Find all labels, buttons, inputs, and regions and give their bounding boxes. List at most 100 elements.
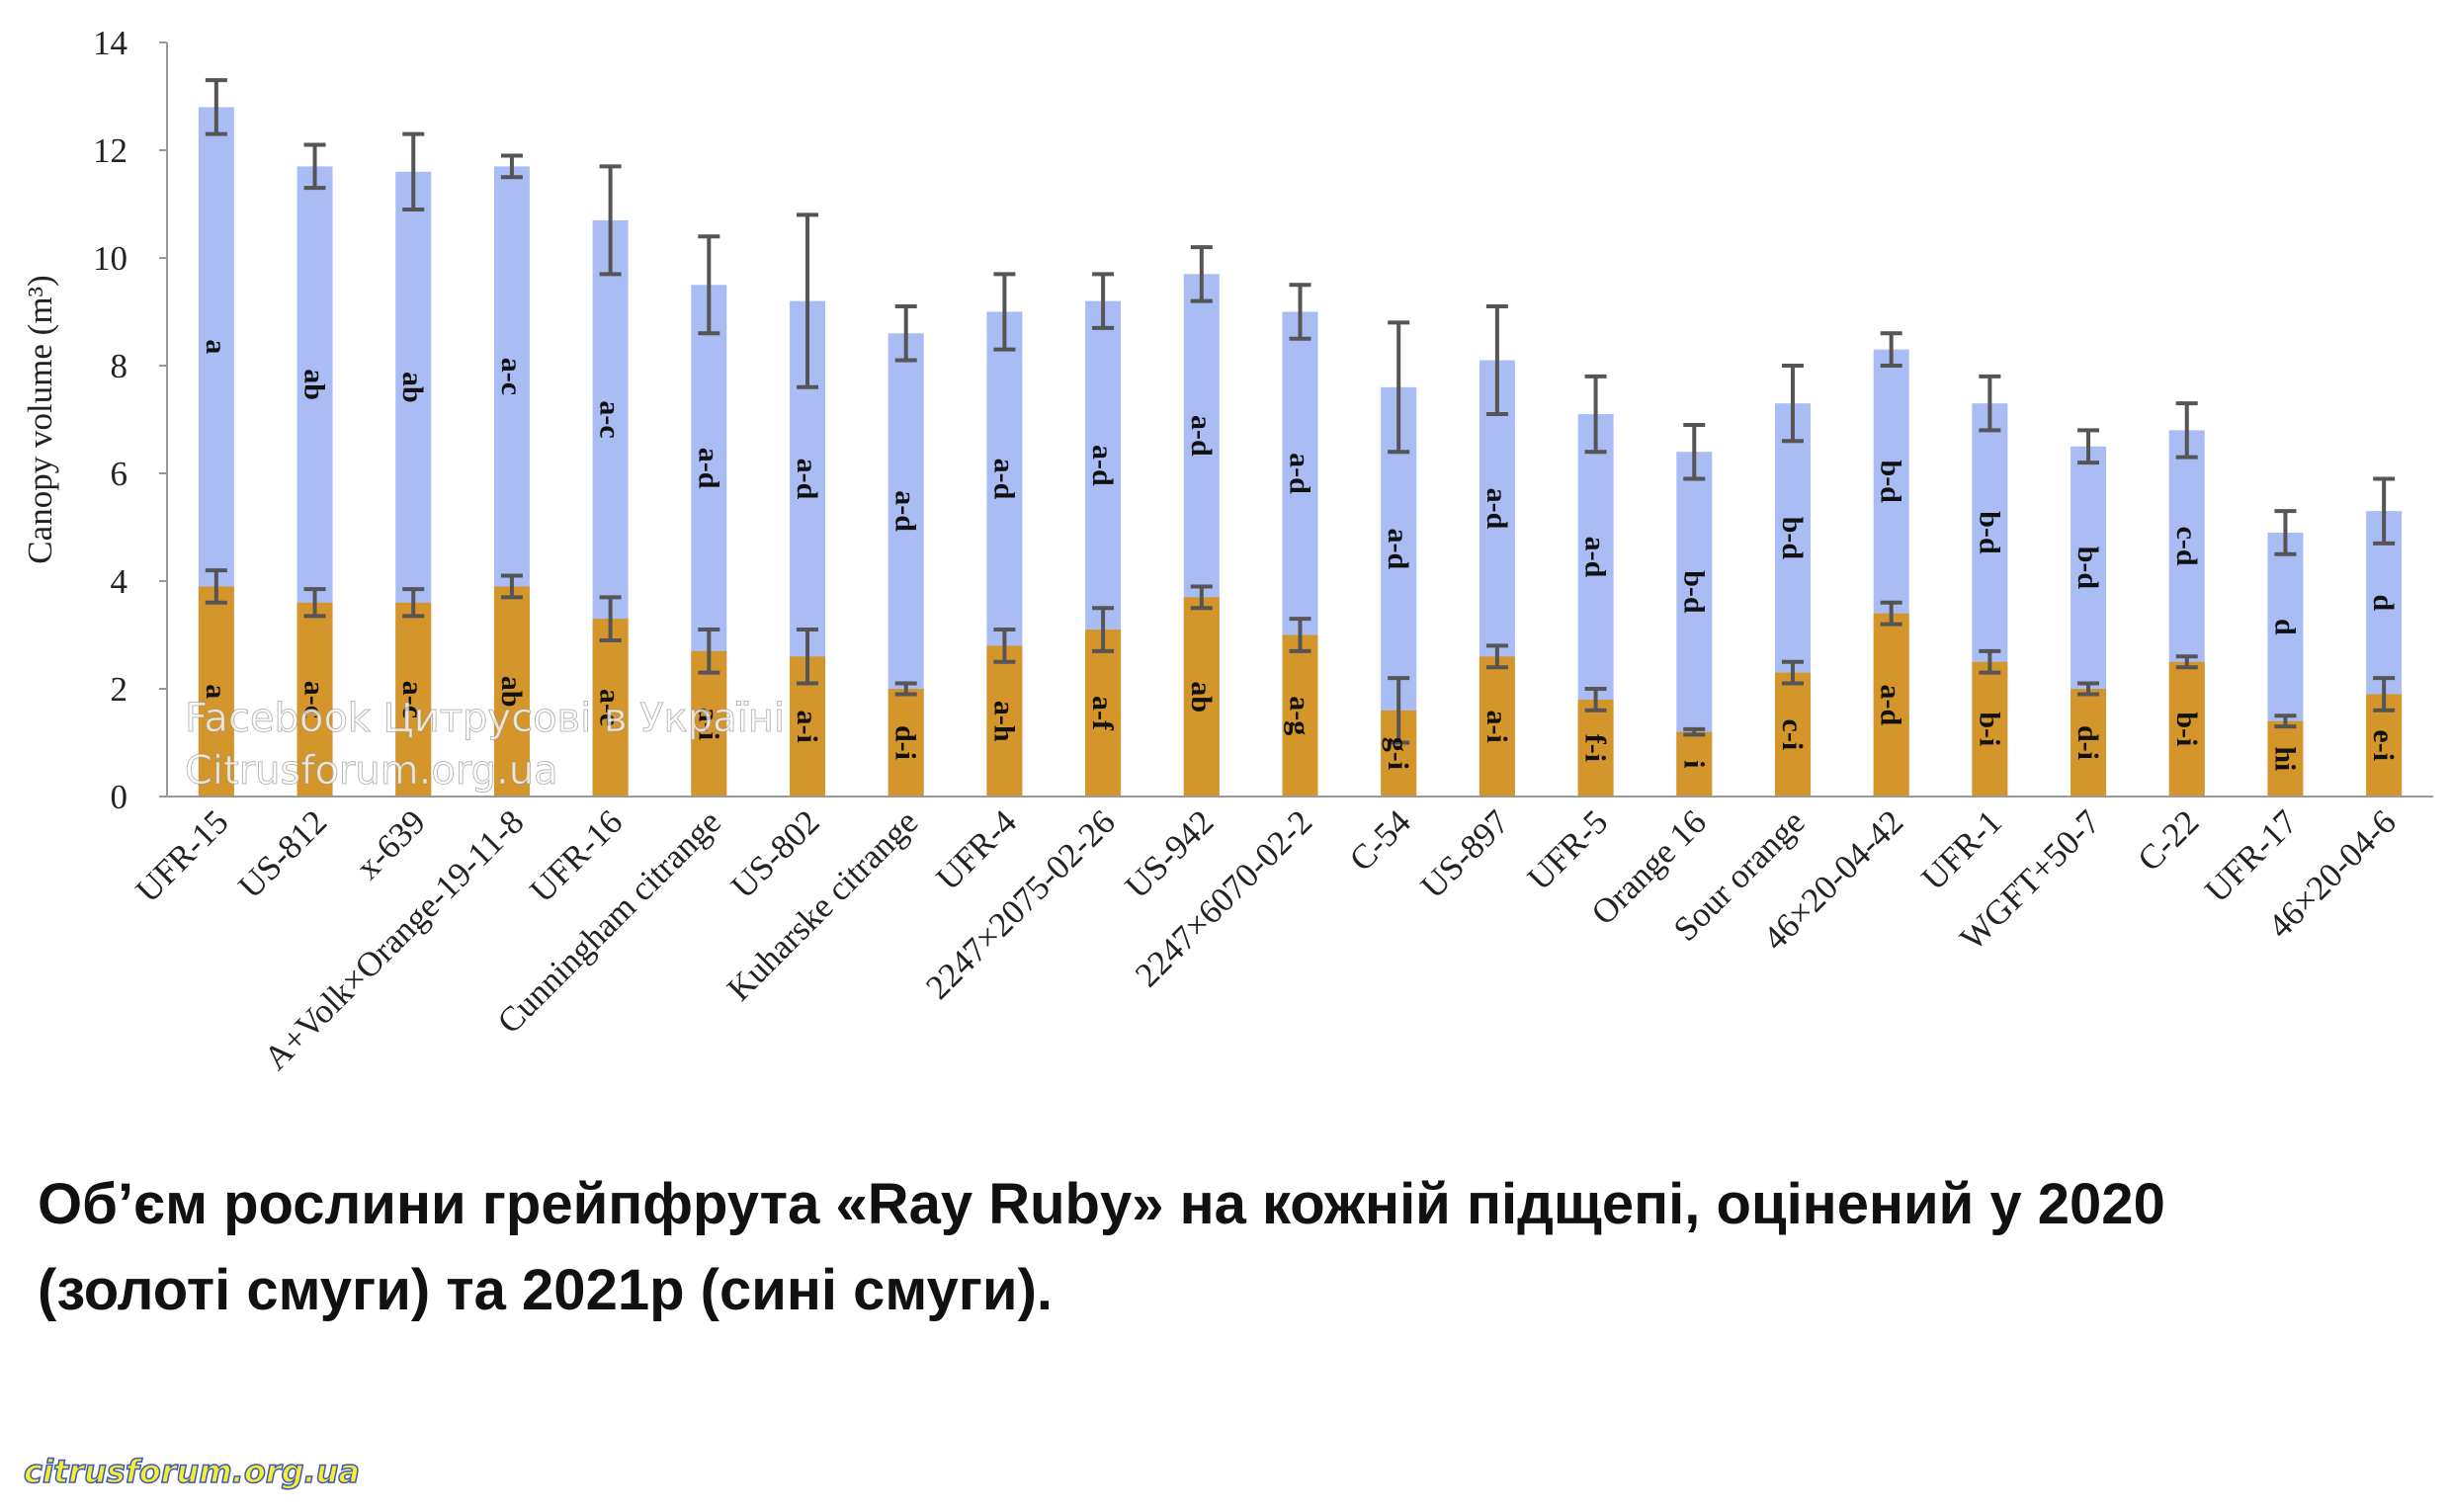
error-bar <box>1190 245 1213 303</box>
significance-letter: g-i <box>1382 737 1414 770</box>
significance-letter: a-d <box>1086 445 1119 486</box>
caption-line: Об’єм рослини грейпфрута «Ray Ruby» на к… <box>38 1172 2165 1236</box>
y-axis-title: Canopy volume (m³) <box>21 275 59 563</box>
significance-letter: hi <box>2268 746 2301 771</box>
significance-letter: a-h <box>987 701 1020 742</box>
significance-letter: d-i <box>2071 725 2104 760</box>
caption-line: (золоті смуги) та 2021р (сині смуги). <box>38 1258 1053 1322</box>
bar <box>986 645 1023 797</box>
significance-letter: a-c <box>594 400 627 438</box>
watermark: Citrusforum.org.ua <box>185 748 558 794</box>
error-bar <box>1190 584 1213 611</box>
bar <box>1478 656 1515 797</box>
error-bar <box>2274 509 2297 556</box>
significance-letter: a <box>200 684 232 699</box>
error-bar <box>500 153 523 180</box>
significance-letter: a-d <box>1382 528 1414 569</box>
error-bar <box>205 568 227 605</box>
significance-letter: a-d <box>791 459 823 500</box>
bar <box>1577 699 1614 797</box>
significance-letter: a-d <box>1480 488 1513 530</box>
error-bar <box>1485 643 1508 670</box>
bar <box>296 602 333 797</box>
bar <box>198 586 234 797</box>
error-bar <box>1388 676 1410 745</box>
error-bar <box>1485 304 1508 417</box>
x-tick-label: US-897 <box>1413 802 1517 906</box>
significance-letter: a-e <box>594 689 627 726</box>
bar <box>887 689 924 797</box>
bar <box>592 619 629 797</box>
error-bar <box>797 628 819 686</box>
bar <box>1183 597 1220 797</box>
bar <box>1873 613 1909 797</box>
significance-letter: b-d <box>2071 546 2104 590</box>
y-tick-label: 2 <box>111 670 128 709</box>
bar <box>2267 720 2304 797</box>
bar <box>2168 661 2205 797</box>
significance-letter: a-g <box>1284 696 1316 735</box>
significance-letter: a-f <box>1086 696 1119 731</box>
significance-letter: d <box>2268 619 2301 635</box>
error-bar <box>1683 726 1706 737</box>
bar <box>1085 630 1122 797</box>
error-bar <box>2077 681 2100 697</box>
error-bar <box>993 628 1016 664</box>
significance-letter: a-c <box>298 681 331 718</box>
significance-letter: f-i <box>1579 734 1612 762</box>
significance-letter: d-i <box>889 725 922 760</box>
error-bar <box>402 587 425 619</box>
error-bar <box>1092 272 1115 330</box>
significance-letter: a-i <box>692 708 724 740</box>
error-bar <box>894 681 917 697</box>
error-bar <box>1880 600 1902 627</box>
error-bar <box>797 212 819 389</box>
significance-letter: a-d <box>1284 453 1316 494</box>
bar <box>395 602 432 797</box>
significance-letter: b-d <box>1973 511 2005 554</box>
error-bar <box>993 272 1016 352</box>
bar <box>1774 672 1811 797</box>
y-tick-label: 0 <box>111 778 128 816</box>
error-bar <box>1979 648 2001 675</box>
significance-letter: ab <box>495 676 528 708</box>
error-bar <box>1683 422 1706 481</box>
error-bar <box>1584 687 1607 713</box>
error-bar <box>1388 320 1410 455</box>
error-bar <box>1781 659 1804 686</box>
error-bar <box>599 164 622 277</box>
y-tick-label: 6 <box>111 455 128 493</box>
significance-letter: a-d <box>1579 537 1612 578</box>
y-tick-label: 4 <box>111 562 128 601</box>
x-tick-label: UFR-15 <box>128 802 236 910</box>
watermark: Facebook Цитрусові в Україні <box>185 696 785 741</box>
error-bar <box>1092 606 1115 653</box>
watermark: citrusforum.org.ua <box>24 1453 360 1490</box>
x-tick-label: UFR-1 <box>1914 802 2009 897</box>
error-bar <box>500 573 523 600</box>
bar <box>493 586 530 797</box>
x-tick-label: C-54 <box>1342 802 1418 879</box>
significance-letter: e-i <box>2367 729 2400 761</box>
x-tick-label: US-812 <box>231 802 335 906</box>
significance-letter: b-i <box>1973 712 2005 746</box>
x-tick-label: 2247×6070-02-2 <box>1128 802 1319 994</box>
error-bar <box>698 234 720 336</box>
significance-letter: ab <box>298 369 331 400</box>
significance-letter: b-d <box>1677 570 1710 614</box>
bar <box>1676 731 1713 797</box>
significance-letter: ab <box>396 372 429 403</box>
error-bar <box>698 628 720 675</box>
bar <box>1282 634 1318 797</box>
significance-letter: a-d <box>889 490 922 532</box>
x-tick-label: x-639 <box>349 802 433 886</box>
bar <box>691 650 727 797</box>
y-tick-label: 12 <box>93 131 127 170</box>
significance-letter: c-d <box>2170 527 2203 566</box>
error-bar <box>1781 364 1804 444</box>
y-tick-label: 8 <box>111 347 128 385</box>
y-tick-label: 10 <box>93 239 127 278</box>
bar <box>1972 661 2008 797</box>
significance-letter: a-i <box>791 710 823 742</box>
error-bar <box>1979 374 2001 433</box>
